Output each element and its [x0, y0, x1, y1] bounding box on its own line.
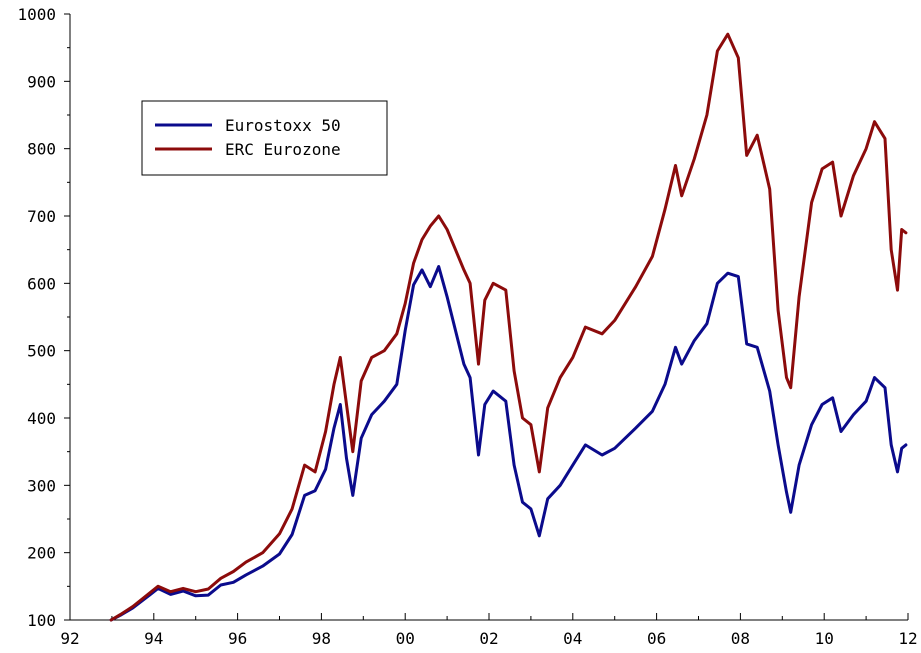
legend-label-eurostoxx-50: Eurostoxx 50	[225, 116, 341, 135]
x-tick-label: 94	[144, 629, 163, 648]
y-tick-label: 1000	[17, 5, 56, 24]
x-tick-label: 10	[815, 629, 834, 648]
y-tick-label: 400	[27, 409, 56, 428]
x-tick-label: 96	[228, 629, 247, 648]
x-tick-label: 98	[312, 629, 331, 648]
y-tick-label: 700	[27, 207, 56, 226]
x-tick-label: 04	[563, 629, 582, 648]
x-tick-label: 92	[60, 629, 79, 648]
x-tick-label: 12	[898, 629, 917, 648]
series-line-eurostoxx-50	[109, 265, 908, 622]
legend: Eurostoxx 50 ERC Eurozone	[141, 100, 388, 176]
legend-box	[141, 100, 388, 176]
y-tick-label: 600	[27, 274, 56, 293]
series-layer	[109, 32, 908, 622]
legend-label-erc-eurozone: ERC Eurozone	[225, 140, 341, 159]
y-tick-label: 900	[27, 72, 56, 91]
y-tick-label: 300	[27, 476, 56, 495]
x-tick-label: 08	[731, 629, 750, 648]
series-line-erc-eurozone	[109, 32, 908, 622]
y-tick-label: 200	[27, 544, 56, 563]
y-tick-label: 800	[27, 140, 56, 159]
x-tick-label: 06	[647, 629, 666, 648]
x-axis: 92 94 96 98 00 02 04 06 08 10 12	[60, 613, 918, 648]
y-axis: 100 200 300 400 500 600 700 800 900 1000	[17, 5, 71, 630]
x-tick-label: 02	[479, 629, 498, 648]
y-tick-label: 500	[27, 342, 56, 361]
x-tick-label: 00	[396, 629, 415, 648]
y-tick-label: 100	[27, 611, 56, 630]
